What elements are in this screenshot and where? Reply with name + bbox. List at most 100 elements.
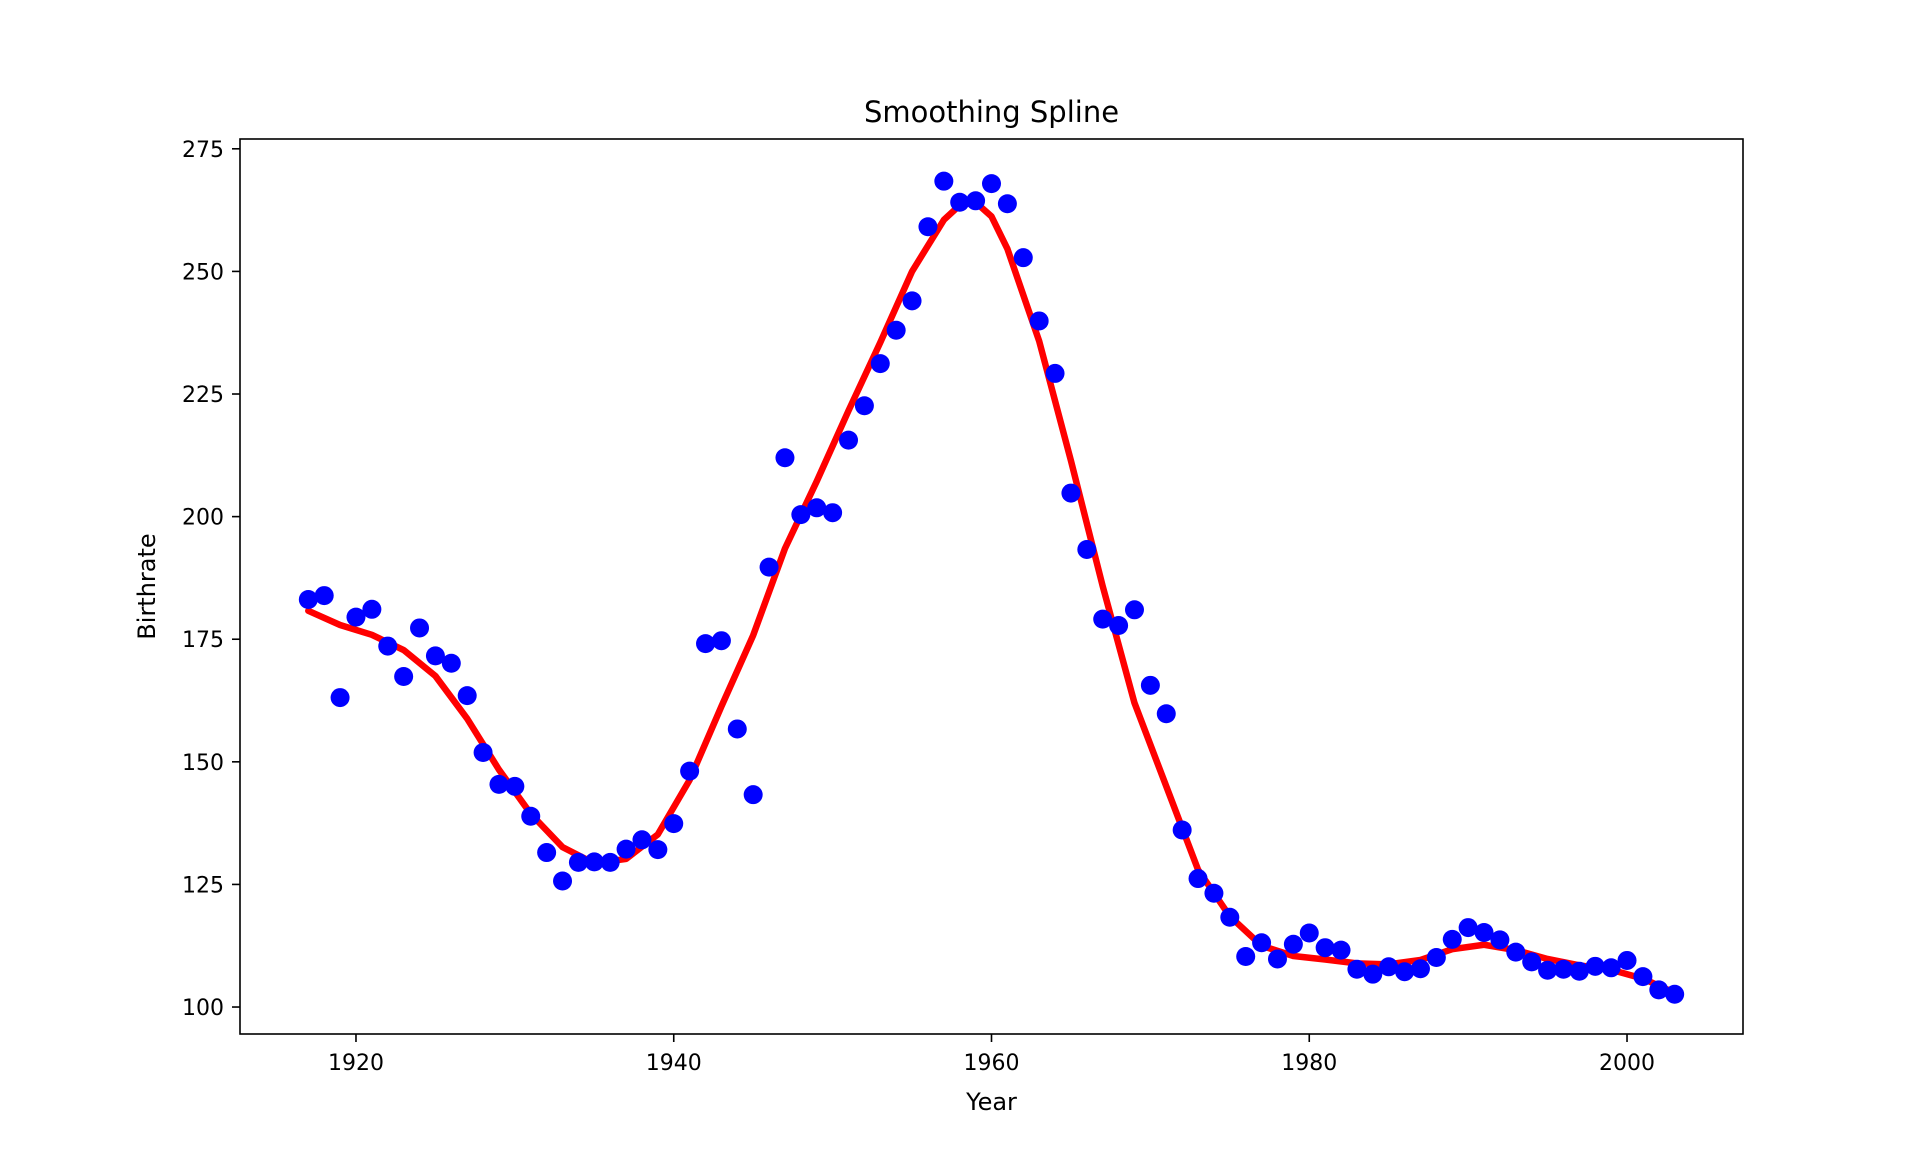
data-point <box>743 785 763 805</box>
data-point <box>997 194 1017 214</box>
data-point <box>1188 869 1208 889</box>
data-point <box>1236 947 1256 967</box>
data-point <box>839 430 859 450</box>
data-point <box>1585 956 1605 976</box>
data-point <box>1649 980 1669 1000</box>
data-point <box>727 719 747 739</box>
x-tick-label: 2000 <box>1599 1051 1655 1076</box>
y-tick-label: 100 <box>182 996 224 1021</box>
data-point <box>553 871 573 891</box>
data-point <box>362 599 382 619</box>
data-point <box>1252 933 1272 953</box>
data-point <box>1506 942 1526 962</box>
data-point <box>966 191 986 211</box>
data-point <box>1665 984 1685 1004</box>
data-point <box>1013 248 1033 268</box>
data-point <box>378 636 398 656</box>
data-point <box>1220 907 1240 927</box>
data-point <box>918 217 938 237</box>
data-point <box>1077 539 1097 559</box>
data-point <box>1601 958 1621 978</box>
data-point <box>1283 934 1303 954</box>
data-point <box>950 192 970 212</box>
y-tick-label: 200 <box>182 506 224 531</box>
data-point <box>568 852 588 872</box>
data-point <box>759 557 779 577</box>
data-point <box>775 448 795 468</box>
data-point <box>1553 959 1573 979</box>
data-point <box>505 776 525 796</box>
data-point <box>1140 675 1160 695</box>
data-point <box>791 505 811 525</box>
data-point <box>1617 950 1637 970</box>
y-axis-label: Birthrate <box>133 533 161 639</box>
data-point <box>473 743 493 762</box>
data-point <box>1426 948 1446 967</box>
data-point <box>1458 918 1478 938</box>
data-point <box>680 761 700 781</box>
y-tick-label: 125 <box>182 873 224 898</box>
data-point <box>886 320 906 340</box>
data-point <box>314 586 334 606</box>
data-point <box>934 171 954 191</box>
data-point <box>1331 940 1351 960</box>
data-point <box>521 806 541 826</box>
data-point <box>1299 923 1319 943</box>
data-point <box>1569 961 1589 981</box>
data-point <box>1363 964 1383 984</box>
y-tick-label: 275 <box>182 138 224 163</box>
data-point <box>982 174 1001 194</box>
data-point <box>1490 930 1510 950</box>
data-point <box>346 607 366 627</box>
data-point <box>1379 957 1399 977</box>
data-point <box>1395 962 1415 982</box>
scatter-series <box>298 171 1685 1004</box>
data-point <box>457 686 477 706</box>
data-point <box>1522 952 1542 972</box>
data-point <box>1315 938 1335 958</box>
data-point <box>1442 929 1462 949</box>
data-point <box>1347 959 1367 979</box>
data-point <box>854 396 874 416</box>
data-point <box>870 354 890 374</box>
data-point <box>584 852 604 872</box>
data-point <box>1410 959 1430 979</box>
y-tick-label: 250 <box>182 260 224 285</box>
x-tick-label: 1940 <box>646 1051 702 1076</box>
data-point <box>1172 820 1192 840</box>
data-point <box>1061 483 1081 503</box>
data-point <box>648 840 668 860</box>
data-point <box>1029 311 1049 331</box>
x-tick-label: 1920 <box>328 1051 384 1076</box>
data-point <box>410 618 430 638</box>
x-tick-label: 1980 <box>1281 1051 1337 1076</box>
data-point <box>425 646 445 666</box>
data-point <box>1045 363 1065 383</box>
y-tick-label: 175 <box>182 628 224 653</box>
x-axis-label: Year <box>965 1088 1017 1116</box>
data-point <box>823 503 843 523</box>
data-point <box>489 774 509 794</box>
y-tick-label: 225 <box>182 383 224 408</box>
data-point <box>1156 704 1176 724</box>
x-axis-ticks: 1920 1940 1960 1980 2000 <box>328 1034 1655 1076</box>
data-point <box>1267 949 1287 969</box>
data-point <box>394 666 414 686</box>
data-point <box>1633 967 1653 987</box>
data-point <box>616 839 636 859</box>
data-point <box>902 291 922 311</box>
data-point <box>330 688 350 708</box>
data-point <box>537 843 557 863</box>
data-point <box>1093 609 1113 629</box>
data-point <box>1124 600 1144 620</box>
data-point <box>711 631 731 651</box>
data-point <box>1474 922 1494 942</box>
data-point <box>664 814 684 834</box>
data-point <box>1204 883 1224 903</box>
data-point <box>441 653 461 673</box>
data-point <box>1538 960 1558 980</box>
data-point <box>807 498 827 518</box>
data-point <box>696 634 716 654</box>
